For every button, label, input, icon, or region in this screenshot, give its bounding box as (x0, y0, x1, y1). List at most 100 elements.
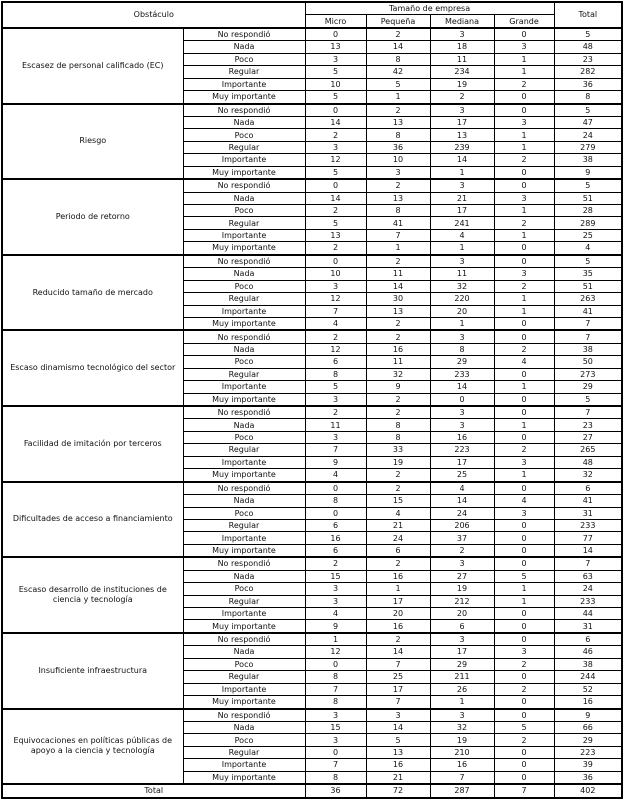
value-cell: 42 (365, 65, 431, 79)
value-cell: 1 (429, 165, 495, 180)
value-cell: 6 (365, 543, 431, 558)
value-cell: 2 (493, 342, 555, 357)
table-row: Regular 8 25 211 0 244 (2, 670, 623, 684)
size-column-header-micro: Micro (304, 14, 367, 29)
response-level-cell: Regular (182, 140, 306, 155)
table-row: Facilidad de imitación por terceros No re… (1, 405, 623, 483)
table-row: Nada 10 11 11 3 35 (2, 267, 623, 281)
value-cell: 1 (493, 594, 555, 609)
value-cell: 0 (493, 543, 555, 558)
column-total-cell: 287 (429, 783, 495, 799)
value-cell: 3 (493, 40, 555, 54)
grand-total-value-cell: 402 (553, 783, 623, 799)
table-header: Obstáculo Tamaño de empresa Total Micro … (1, 1, 623, 29)
response-level-cell: Muy importante (182, 392, 306, 407)
row-total-cell: 36 (553, 77, 623, 92)
value-cell: 5 (365, 733, 431, 747)
obstacle-name-cell: Facilidad de imitación por terceros (1, 405, 184, 483)
value-cell: 24 (429, 506, 495, 520)
table-row: Importante 10 5 19 2 36 (2, 77, 623, 92)
table-row: Nada 15 16 27 5 63 (2, 569, 623, 584)
table-row: Importante 7 17 26 2 52 (2, 682, 623, 697)
value-cell: 19 (429, 77, 495, 92)
value-cell: 2 (493, 733, 555, 747)
row-total-cell: 32 (553, 468, 623, 483)
response-level-cell: Poco (182, 506, 306, 520)
row-total-cell: 29 (553, 733, 623, 747)
response-level-cell: Poco (182, 355, 306, 369)
response-level-cell: Muy importante (182, 316, 306, 331)
value-cell: 4 (493, 494, 555, 508)
value-cell: 2 (493, 77, 555, 92)
column-total-cell: 72 (365, 783, 431, 799)
response-level-cell: Poco (182, 128, 306, 142)
response-level-cell: No respondió (182, 480, 306, 496)
table-row: Importante 16 24 37 0 77 (2, 531, 623, 545)
table-body: Escasez de personal calificado (EC) No re… (1, 26, 623, 799)
value-cell: 32 (365, 367, 431, 382)
response-level-cell: Poco (182, 733, 306, 747)
response-level-cell: Poco (182, 279, 306, 294)
row-total-cell: 29 (553, 380, 623, 394)
table-row: Poco 6 11 29 4 50 (2, 355, 623, 369)
value-cell: 17 (429, 203, 495, 218)
value-cell: 206 (429, 518, 495, 533)
row-total-cell: 8 (553, 90, 623, 104)
table-row: Importante 13 7 4 1 25 (2, 228, 623, 243)
row-total-cell: 5 (553, 392, 623, 407)
row-total-cell: 39 (553, 758, 623, 772)
header-row-1: Obstáculo Tamaño de empresa Total (1, 1, 623, 29)
row-total-cell: 289 (553, 216, 623, 230)
value-cell: 12 (304, 645, 367, 659)
row-total-cell: 50 (553, 355, 623, 369)
response-level-cell: No respondió (182, 178, 306, 193)
value-cell: 18 (429, 40, 495, 54)
value-cell: 6 (304, 518, 367, 533)
total-column-header: Total (553, 1, 623, 29)
value-cell: 1 (365, 241, 431, 256)
value-cell: 32 (429, 720, 495, 735)
value-cell: 0 (493, 26, 555, 42)
value-cell: 5 (304, 165, 367, 180)
value-cell: 21 (365, 770, 431, 785)
row-total-cell: 77 (553, 531, 623, 545)
value-cell: 4 (493, 355, 555, 369)
value-cell: 3 (429, 26, 495, 42)
value-cell: 4 (429, 228, 495, 243)
value-cell: 234 (429, 65, 495, 79)
value-cell: 0 (493, 241, 555, 256)
value-cell: 8 (365, 203, 431, 218)
table-row: Poco 2 8 13 1 24 (2, 128, 623, 142)
value-cell: 1 (493, 292, 555, 306)
value-cell: 2 (365, 329, 431, 344)
response-level-cell: Muy importante (182, 695, 306, 709)
row-total-cell: 14 (553, 543, 623, 558)
value-cell: 16 (365, 569, 431, 584)
table-row: Escasez de personal calificado (EC) No re… (1, 26, 623, 104)
value-cell: 0 (493, 392, 555, 407)
response-level-cell: Regular (182, 65, 306, 79)
value-cell: 5 (493, 569, 555, 584)
table-row: Nada 11 8 3 1 23 (2, 418, 623, 432)
value-cell: 0 (304, 506, 367, 520)
value-cell: 2 (304, 329, 367, 344)
value-cell: 1 (493, 380, 555, 394)
value-cell: 13 (365, 191, 431, 206)
row-total-cell: 51 (553, 191, 623, 206)
value-cell: 5 (304, 65, 367, 79)
value-cell: 16 (365, 342, 431, 357)
value-cell: 2 (493, 682, 555, 697)
response-level-cell: Regular (182, 670, 306, 684)
value-cell: 9 (365, 380, 431, 394)
value-cell: 16 (304, 531, 367, 545)
table-row: Muy importante 5 1 2 0 8 (2, 90, 623, 104)
value-cell: 13 (429, 128, 495, 142)
table-row: Nada 15 14 32 5 66 (2, 720, 623, 735)
row-total-cell: 66 (553, 720, 623, 735)
value-cell: 13 (365, 745, 431, 760)
value-cell: 2 (493, 216, 555, 230)
response-level-cell: Nada (182, 191, 306, 206)
row-total-cell: 44 (553, 606, 623, 621)
value-cell: 3 (493, 191, 555, 206)
